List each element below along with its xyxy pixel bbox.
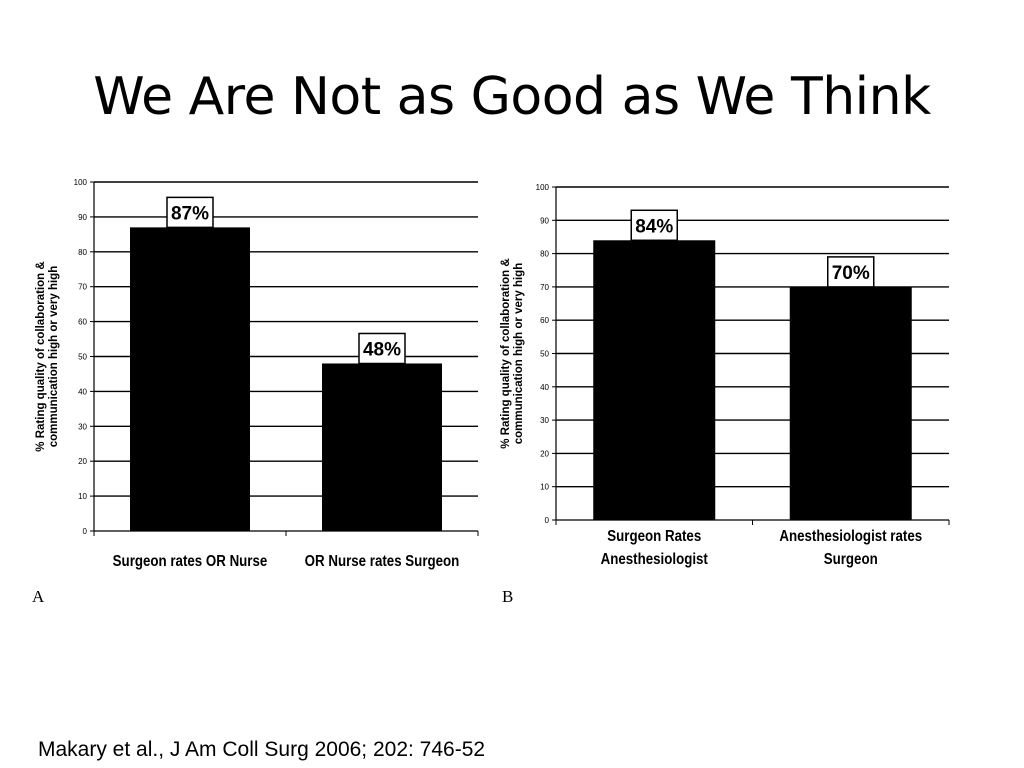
- y-tick-label: 40: [540, 383, 549, 392]
- bar-chart-b: 0 10 20 30 40 50 60 70 80 90 100 84% Surgeon Rates An…: [500, 183, 950, 606]
- bar: [789, 286, 912, 520]
- y-axis-title: % Rating quality of collaboration &: [35, 261, 47, 451]
- chart-panel-a: 0 10 20 30 40 50 60 70 80 90 100 87% Surgeon rates O…: [28, 172, 488, 612]
- y-tick-label: 10: [78, 492, 87, 501]
- y-tick-label: 80: [78, 248, 87, 257]
- y-tick-label: 30: [78, 422, 87, 431]
- data-label-box: [166, 196, 214, 229]
- y-tick-label: 40: [78, 387, 87, 396]
- y-tick-label: 90: [540, 216, 549, 225]
- y-axis-title: communication high or very high: [48, 266, 60, 447]
- y-tick-label: 60: [78, 318, 87, 327]
- y-tick-label: 20: [540, 449, 549, 458]
- category-label: Surgeon Rates: [607, 528, 701, 545]
- category-label: Anesthesiologist rates: [779, 528, 922, 545]
- y-tick-label: 100: [536, 183, 550, 192]
- category-label: Surgeon rates OR Nurse: [113, 553, 268, 570]
- y-tick-label: 90: [78, 213, 87, 222]
- data-label-box: [827, 256, 875, 288]
- y-tick-label: 50: [78, 353, 87, 362]
- y-tick-label: 50: [540, 350, 549, 359]
- data-label: 70%: [832, 263, 870, 284]
- panel-label: B: [502, 587, 513, 606]
- y-axis-title: communication high or very high: [513, 263, 525, 444]
- y-tick-label: 20: [78, 457, 87, 466]
- y-tick-label: 70: [540, 283, 549, 292]
- data-label: 87%: [171, 203, 209, 224]
- bar-chart-a: 0 10 20 30 40 50 60 70 80 90 100 87% Surgeon rates O…: [32, 178, 479, 606]
- y-tick-label: 80: [540, 250, 549, 259]
- y-tick-label: 60: [540, 316, 549, 325]
- data-label: 84%: [635, 216, 673, 237]
- slide-title: We Are Not as Good as We Think: [93, 67, 931, 127]
- category-label: Surgeon: [824, 551, 878, 568]
- y-tick-label: 10: [540, 483, 549, 492]
- y-tick-label: 0: [545, 516, 550, 525]
- citation: Makary et al., J Am Coll Surg 2006; 202:…: [38, 738, 486, 761]
- y-tick-label: 30: [540, 416, 549, 425]
- data-label-box: [358, 332, 406, 365]
- y-axis-title: % Rating quality of collaboration &: [500, 258, 512, 448]
- bar: [593, 240, 716, 520]
- bar: [322, 363, 442, 531]
- panel-label: A: [32, 587, 45, 606]
- data-label-box: [630, 209, 678, 242]
- data-label: 48%: [363, 339, 401, 360]
- y-tick-label: 0: [83, 527, 88, 536]
- bar: [130, 227, 250, 531]
- y-tick-label: 100: [74, 178, 88, 187]
- y-tick-label: 70: [78, 283, 87, 292]
- category-label: OR Nurse rates Surgeon: [305, 553, 460, 570]
- chart-panel-b: 0 10 20 30 40 50 60 70 80 90 100 84% Surgeon Rates An…: [494, 172, 964, 612]
- category-label: Anesthesiologist: [601, 551, 708, 568]
